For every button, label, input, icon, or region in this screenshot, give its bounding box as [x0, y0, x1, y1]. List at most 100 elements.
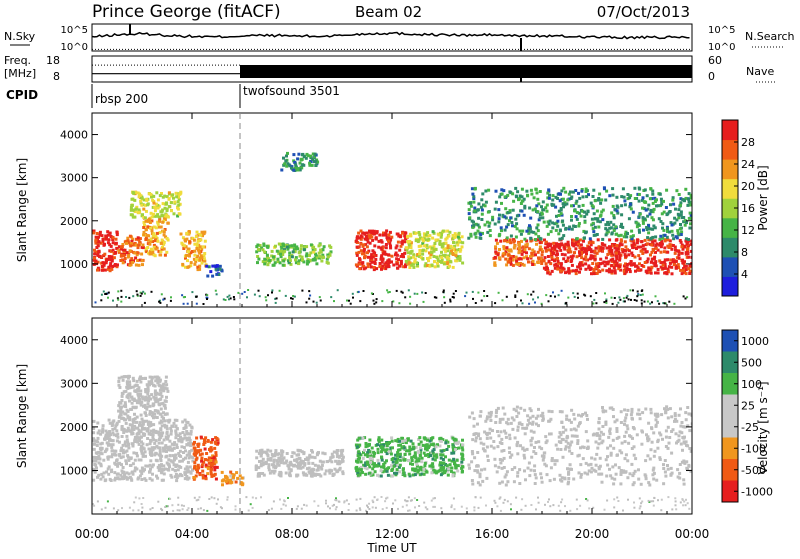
- scatter-point: [164, 407, 167, 410]
- scatter-point: [489, 229, 492, 232]
- scatter-point: [93, 456, 96, 459]
- scatter-point: [418, 436, 421, 439]
- scatter-point: [160, 408, 163, 411]
- scatter-point: [364, 473, 367, 476]
- scatter-point: [588, 248, 591, 251]
- scatter-point: [580, 415, 583, 418]
- scatter-point: [101, 427, 104, 430]
- scatter-point: [296, 474, 299, 477]
- scatter-point: [110, 446, 113, 449]
- scatter-point: [533, 431, 536, 434]
- scatter-point: [669, 262, 672, 265]
- noise-point: [267, 294, 269, 296]
- scatter-point: [670, 415, 673, 418]
- scatter-point: [342, 460, 345, 463]
- scatter-point: [146, 203, 149, 206]
- scatter-point: [654, 235, 657, 238]
- scatter-point: [566, 270, 569, 273]
- scatter-point: [189, 470, 192, 473]
- noise-point: [386, 289, 388, 291]
- scatter-point: [306, 467, 309, 470]
- scatter-point: [315, 262, 318, 265]
- noise-point: [595, 292, 597, 294]
- scatter-point: [401, 437, 404, 440]
- scatter-point: [514, 187, 517, 190]
- scatter-point: [380, 445, 383, 448]
- scatter-point: [204, 240, 207, 243]
- scatter-point: [219, 268, 222, 271]
- scatter-point: [118, 416, 121, 419]
- scatter-point: [570, 204, 573, 207]
- scatter-point: [645, 226, 648, 229]
- scatter-point: [513, 244, 516, 247]
- scatter-point: [573, 209, 576, 212]
- scatter-point: [393, 472, 396, 475]
- scatter-point: [357, 450, 360, 453]
- scatter-point: [92, 431, 95, 434]
- scatter-point: [140, 404, 143, 407]
- scatter-point: [150, 433, 153, 436]
- scatter-point: [289, 259, 292, 262]
- scatter-point: [561, 237, 564, 240]
- scatter-point: [589, 237, 592, 240]
- scatter-point: [195, 258, 198, 261]
- noise-point: [237, 292, 239, 294]
- scatter-point: [147, 402, 150, 405]
- scatter-point: [138, 443, 141, 446]
- scatter-point: [165, 425, 168, 428]
- scatter-point: [556, 268, 559, 271]
- scatter-point: [566, 198, 569, 201]
- scatter-point: [445, 242, 448, 245]
- scatter-point: [511, 428, 514, 431]
- scatter-point: [139, 470, 142, 473]
- scatter-point: [107, 444, 110, 447]
- scatter-point: [384, 232, 387, 235]
- scatter-point: [578, 222, 581, 225]
- noise-point: [271, 292, 273, 294]
- scatter-point: [159, 457, 162, 460]
- scatter-point: [638, 200, 641, 203]
- scatter-point: [132, 209, 135, 212]
- scatter-point: [93, 440, 96, 443]
- scatter-point: [149, 253, 152, 256]
- scatter-point: [179, 213, 182, 216]
- scatter-point: [520, 240, 523, 243]
- scatter-point: [675, 267, 678, 270]
- scatter-point: [96, 422, 99, 425]
- scatter-point: [665, 189, 668, 192]
- noise-point: [352, 293, 354, 295]
- scatter-point: [419, 446, 422, 449]
- scatter-point: [356, 439, 359, 442]
- scatter-point: [552, 242, 555, 245]
- scatter-point: [391, 446, 394, 449]
- scatter-point: [509, 216, 512, 219]
- scatter-point: [628, 268, 631, 271]
- scatter-point: [173, 212, 176, 215]
- scatter-point: [497, 208, 500, 211]
- scatter-point: [407, 459, 410, 462]
- noise-point: [641, 289, 643, 291]
- scatter-point: [681, 252, 684, 255]
- scatter-point: [410, 456, 413, 459]
- scatter-point: [400, 262, 403, 265]
- scatter-point: [362, 243, 365, 246]
- scatter-point: [680, 213, 683, 216]
- scatter-point: [618, 466, 621, 469]
- scatter-point: [662, 200, 665, 203]
- scatter-point: [646, 242, 649, 245]
- noise-point: [636, 295, 638, 297]
- scatter-point: [635, 247, 638, 250]
- scatter-point: [529, 217, 532, 220]
- scatter-point: [134, 384, 137, 387]
- nsky-label: N.Sky: [4, 30, 36, 43]
- scatter-point: [322, 256, 325, 259]
- scatter-point: [636, 241, 639, 244]
- scatter-point: [297, 449, 300, 452]
- scatter-point: [546, 272, 549, 275]
- scatter-point: [626, 459, 629, 462]
- scatter-point: [290, 455, 293, 458]
- scatter-point: [156, 416, 159, 419]
- scatter-point: [524, 244, 527, 247]
- scatter-point: [504, 239, 507, 242]
- scatter-point: [216, 437, 219, 440]
